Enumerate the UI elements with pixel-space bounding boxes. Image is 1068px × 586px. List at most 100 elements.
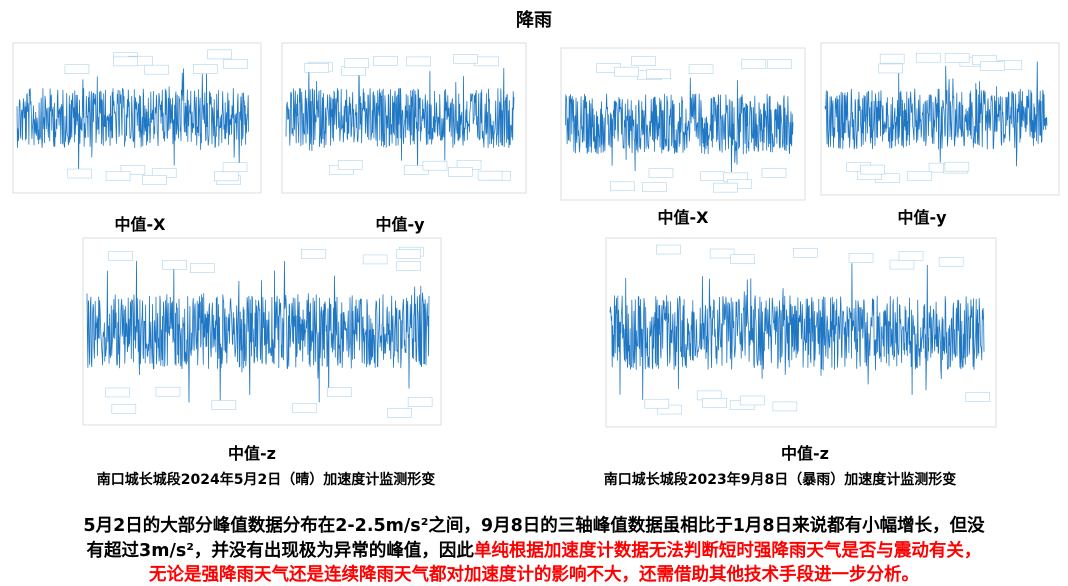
signal-trace xyxy=(86,260,430,403)
summary-line: 有超过3m/s²，并没有出现极为异常的峰值，因此单纯根据加速度计数据无法判断短时… xyxy=(0,537,1068,562)
datatip-box xyxy=(965,392,991,402)
datatip-box xyxy=(772,401,798,412)
datatip-box xyxy=(878,63,904,74)
datatip-box xyxy=(387,407,412,418)
signal-plot xyxy=(605,237,997,428)
summary-line: 无论是强降雨天气还是连续降雨天气都对加速度计的影响不大，还需借助其他技术手段进一… xyxy=(0,561,1068,586)
datatip-box xyxy=(916,52,941,63)
plot-label: 中值-z xyxy=(781,444,829,463)
datatip-box xyxy=(162,260,187,270)
datatip-box xyxy=(214,171,239,182)
plot-frame xyxy=(560,47,806,201)
plot-label: 中值-X xyxy=(114,215,166,234)
summary-text: 5月2日的大部分峰值数据分布在2-2.5m/s²之间，9月8日的三轴峰值数据虽相… xyxy=(83,516,985,536)
datatip-box xyxy=(422,160,448,171)
datatip-box xyxy=(453,54,478,64)
summary-highlight: 无论是强降雨天气还是连续降雨天气都对加速度计的影响不大，还需借助其他技术手段进一… xyxy=(149,565,919,585)
plot-frame xyxy=(281,42,527,194)
summary-highlight: 单纯根据加速度计数据无法判断短时强降雨天气是否与震动有关， xyxy=(473,541,982,561)
datatip-box xyxy=(793,248,818,258)
datatip-box xyxy=(688,64,714,75)
datatip-box xyxy=(889,259,915,270)
datatip-box xyxy=(646,69,671,80)
datatip-box xyxy=(741,59,767,69)
datatip-box xyxy=(702,398,727,408)
plot-frame xyxy=(82,237,442,426)
datatip-box xyxy=(396,261,421,271)
signal-plot xyxy=(820,42,1060,196)
datatip-box xyxy=(980,61,1005,71)
datatip-box xyxy=(848,253,874,263)
datatip-box xyxy=(448,167,473,177)
datatip-box xyxy=(155,386,181,397)
datatip-box xyxy=(362,254,388,265)
datatip-box xyxy=(477,170,503,181)
datatip-box xyxy=(192,64,218,74)
plot-frame xyxy=(820,42,1060,196)
datatip-box xyxy=(700,171,725,181)
plot-frame xyxy=(12,42,262,194)
signal-plot xyxy=(82,237,442,426)
summary-text: 有超过3m/s²，并没有出现极为异常的峰值，因此 xyxy=(86,541,474,561)
datatip-box xyxy=(944,53,970,63)
datatip-box xyxy=(105,171,131,181)
datatip-box xyxy=(656,244,681,255)
datatip-box xyxy=(898,251,924,261)
datatip-box xyxy=(211,400,237,410)
datatip-box xyxy=(113,56,138,67)
datatip-box xyxy=(406,56,431,67)
datatip-box xyxy=(337,159,363,170)
datatip-box xyxy=(223,59,248,69)
signal-trace xyxy=(564,77,794,173)
datatip-box xyxy=(67,168,92,179)
caption: 南口城长城段2024年5月2日（晴）加速度计监测形变 xyxy=(96,472,436,488)
datatip-box xyxy=(944,161,970,172)
datatip-box xyxy=(648,168,674,178)
datatip-box xyxy=(190,263,215,273)
signal-plot xyxy=(560,47,806,201)
datatip-box xyxy=(761,168,787,178)
caption: 南口城长城段2023年9月8日（暴雨）加速度计监测形变 xyxy=(603,472,957,488)
plot-label: 中值-y xyxy=(375,215,425,234)
datatip-box xyxy=(105,387,130,398)
datatip-box xyxy=(108,251,133,261)
datatip-box xyxy=(631,56,656,66)
datatip-box xyxy=(907,171,933,181)
datatip-box xyxy=(879,53,905,64)
datatip-box xyxy=(301,249,326,259)
plot-label: 中值-X xyxy=(657,208,709,227)
datatip-box xyxy=(642,182,667,192)
plot-label: 中值-z xyxy=(228,444,276,463)
signal-plot xyxy=(281,42,527,194)
datatip-box xyxy=(292,403,317,413)
datatip-box xyxy=(709,248,735,259)
datatip-box xyxy=(304,63,330,73)
plot-label: 中值-y xyxy=(897,208,947,227)
datatip-box xyxy=(396,249,421,259)
datatip-box xyxy=(222,162,248,172)
datatip-box xyxy=(111,404,137,414)
signal-trace xyxy=(824,61,1048,167)
datatip-box xyxy=(657,404,682,415)
signal-trace xyxy=(16,66,250,175)
datatip-box xyxy=(610,181,635,192)
summary-line: 5月2日的大部分峰值数据分布在2-2.5m/s²之间，9月8日的三轴峰值数据虽相… xyxy=(0,512,1068,537)
datatip-box xyxy=(713,182,738,193)
signal-trace xyxy=(609,263,985,400)
datatip-box xyxy=(207,49,232,60)
datatip-box xyxy=(740,395,765,406)
datatip-box xyxy=(938,257,964,267)
signal-trace xyxy=(285,62,515,174)
datatip-box xyxy=(344,58,369,69)
datatip-box xyxy=(144,64,169,75)
datatip-box xyxy=(373,56,398,66)
datatip-box xyxy=(614,66,639,77)
datatip-box xyxy=(730,254,755,264)
signal-plot xyxy=(12,42,262,194)
datatip-box xyxy=(64,64,90,74)
datatip-box xyxy=(860,164,885,175)
datatip-box xyxy=(120,165,146,175)
datatip-box xyxy=(327,387,352,398)
datatip-box xyxy=(474,56,499,67)
